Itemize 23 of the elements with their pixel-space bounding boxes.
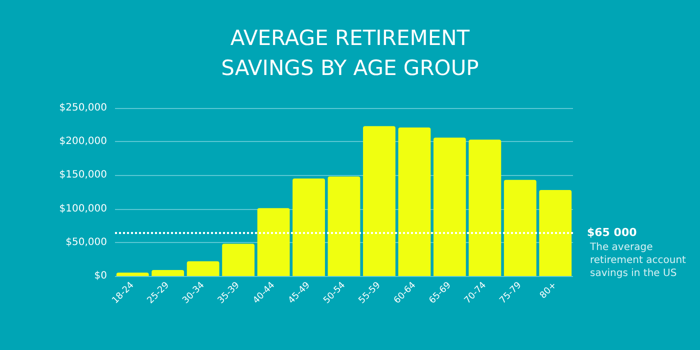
y-tick-label: $250,000 <box>59 102 107 114</box>
text: The average retirement account savings in the US <box>589 242 686 279</box>
bar <box>504 180 536 276</box>
bar <box>222 244 255 276</box>
y-tick-label: $200,000 <box>59 136 107 148</box>
bar <box>186 261 220 276</box>
bar <box>398 127 431 276</box>
y-tick-label: $150,000 <box>59 170 107 181</box>
ref-line-label: $65 000 <box>587 226 638 239</box>
bar <box>328 176 360 276</box>
bar <box>257 208 290 276</box>
y-tick-label: $50,000 <box>66 236 107 248</box>
bar <box>468 140 502 276</box>
bar <box>152 270 184 276</box>
y-tick-label: $100,000 <box>59 203 107 214</box>
bar <box>363 126 396 276</box>
chart-title: AVERAGE RETIREMENT SAVINGS BY AGE GROUP <box>221 26 479 80</box>
bar <box>116 272 149 276</box>
x-tick-label: 80+ <box>538 280 559 301</box>
bar <box>292 178 325 276</box>
bar <box>539 190 572 276</box>
bar <box>433 138 466 276</box>
y-tick-label: $0 <box>94 270 107 282</box>
